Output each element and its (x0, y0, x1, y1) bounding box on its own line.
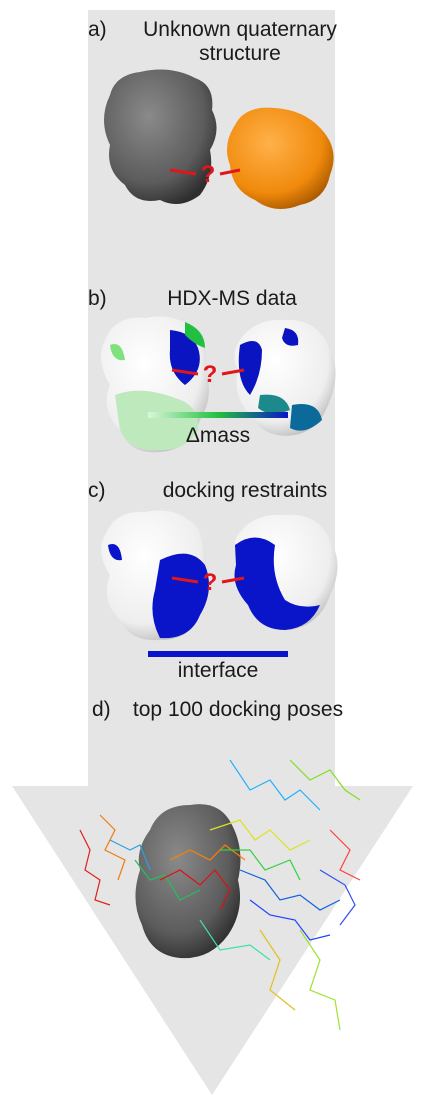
panel-label: d) (92, 698, 111, 721)
panel-title: docking restraints (163, 479, 328, 502)
panel-label: a) (88, 18, 107, 41)
panel-title: top 100 docking poses (133, 698, 343, 721)
panel-title: structure (199, 42, 281, 65)
color-scale (148, 412, 288, 418)
panel-label: c) (88, 479, 106, 502)
figure: a) Unknown quaternary structure ? b) HDX… (0, 0, 423, 1101)
scale-label: interface (178, 659, 259, 682)
page: a) Unknown quaternary structure ? b) HDX… (0, 0, 423, 1101)
panel-label: b) (88, 287, 107, 310)
question-mark: ? (201, 161, 216, 188)
panel-title: Unknown quaternary (143, 18, 337, 41)
interface-bar (148, 651, 288, 657)
scale-label: Δmass (186, 424, 250, 447)
question-mark: ? (203, 361, 218, 388)
question-mark: ? (203, 569, 218, 596)
protein-receptor (135, 804, 240, 958)
panel-title: HDX-MS data (167, 287, 297, 310)
